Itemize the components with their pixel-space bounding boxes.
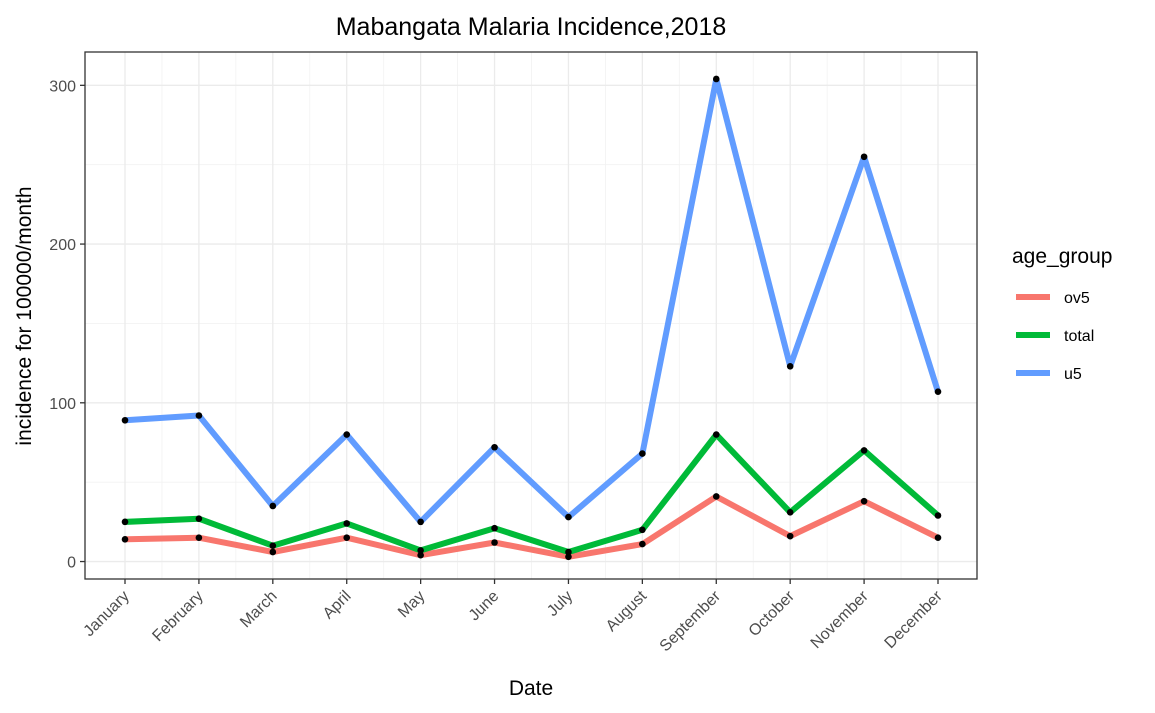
x-tick-label: January (81, 588, 133, 640)
x-tick-label: April (320, 588, 355, 623)
point-ov5-may (417, 551, 424, 559)
point-u5-december (934, 388, 942, 395)
point-u5-september (712, 75, 720, 83)
point-ov5-december (934, 534, 942, 542)
y-tick-label: 100 (49, 396, 76, 413)
point-ov5-july (565, 553, 572, 561)
x-tick-label: May (395, 588, 428, 621)
point-u5-may (417, 518, 424, 526)
panel-border (84, 51, 978, 580)
x-tick-label: October (746, 587, 799, 640)
x-tick-label: July (544, 588, 576, 620)
y-tick-label: 200 (49, 237, 76, 254)
x-tick-label: June (466, 588, 503, 625)
point-ov5-november (860, 497, 868, 505)
point-total-august (639, 526, 646, 534)
point-total-march (269, 542, 277, 549)
series-line-total (124, 431, 940, 555)
series-line-ov5 (124, 493, 940, 560)
point-u5-june (491, 443, 498, 451)
chart-title: Mabangata Malaria Incidence,2018 (336, 13, 727, 41)
x-tick-label: February (149, 588, 206, 645)
x-tick-label: August (603, 587, 651, 635)
legend-items: ov5 total u5 (1016, 290, 1094, 383)
point-total-december (934, 512, 942, 519)
point-ov5-august (639, 540, 646, 548)
x-tick-label: November (808, 587, 873, 652)
legend-label-u5: u5 (1064, 366, 1082, 383)
legend: age_group ov5 total u5 (1012, 245, 1112, 383)
x-axis-title: Date (509, 677, 553, 700)
point-u5-october (786, 362, 794, 370)
point-u5-april (343, 431, 351, 438)
x-tick-label: December (882, 587, 947, 652)
point-total-october (786, 509, 794, 516)
y-axis: 0 100 200 300 (49, 78, 85, 572)
point-ov5-september (712, 493, 720, 500)
x-tick-label: September (657, 587, 725, 655)
point-total-may (417, 547, 424, 554)
x-tick-label: March (237, 588, 280, 631)
y-tick-label: 0 (67, 555, 76, 572)
minor-gridlines (85, 52, 977, 579)
series-points (121, 75, 942, 561)
point-ov5-october (786, 532, 794, 540)
point-ov5-february (195, 534, 203, 542)
point-u5-february (195, 412, 203, 419)
point-total-april (343, 520, 351, 527)
point-ov5-april (343, 534, 351, 542)
point-u5-march (269, 502, 277, 510)
point-ov5-january (121, 536, 129, 543)
point-total-september (712, 431, 720, 438)
y-tick-label: 300 (49, 78, 76, 95)
series-line-u5 (124, 76, 941, 525)
point-u5-november (860, 153, 868, 161)
y-axis-title: incidence for 100000/month (13, 186, 36, 445)
series-lines (124, 76, 941, 560)
point-total-january (121, 518, 129, 526)
point-u5-january (121, 416, 129, 424)
legend-title: age_group (1012, 245, 1112, 268)
point-total-july (565, 548, 572, 556)
legend-label-total: total (1064, 328, 1094, 345)
point-ov5-june (491, 539, 498, 546)
point-u5-august (639, 450, 646, 457)
point-u5-july (565, 513, 572, 521)
point-ov5-march (269, 548, 277, 556)
point-total-february (195, 515, 203, 522)
point-total-june (491, 524, 498, 532)
legend-label-ov5: ov5 (1064, 290, 1090, 307)
point-total-november (860, 447, 868, 454)
x-axis: January February March April May June July Augu… (81, 579, 947, 655)
major-gridlines (85, 52, 977, 579)
